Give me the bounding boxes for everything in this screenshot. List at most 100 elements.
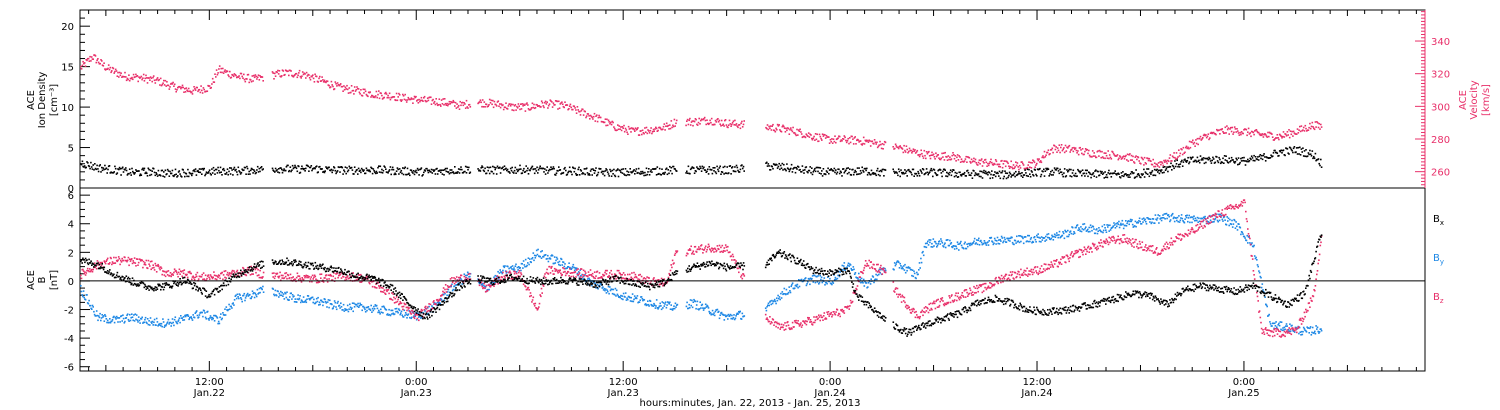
by-point xyxy=(286,291,288,293)
density-point xyxy=(95,168,98,171)
by-point xyxy=(113,315,115,318)
by-point xyxy=(1096,232,1099,235)
velocity-point xyxy=(295,72,298,75)
by-point xyxy=(81,294,83,296)
by-point xyxy=(104,314,106,316)
density-point xyxy=(1206,157,1209,160)
density-point xyxy=(481,165,483,167)
density-point xyxy=(593,172,596,174)
velocity-point xyxy=(642,132,645,134)
density-point xyxy=(388,170,390,172)
by-point xyxy=(394,308,397,310)
by-point xyxy=(893,268,895,271)
velocity-point xyxy=(970,162,972,164)
velocity-point xyxy=(513,105,516,107)
velocity-point xyxy=(1261,133,1264,135)
velocity-point xyxy=(1167,159,1169,162)
density-point xyxy=(124,169,126,171)
by-point xyxy=(1287,328,1290,331)
by-point xyxy=(1130,220,1133,223)
velocity-point xyxy=(243,73,245,76)
velocity-point xyxy=(201,89,203,92)
velocity-point xyxy=(1061,149,1064,152)
velocity-point xyxy=(296,76,299,79)
density-point xyxy=(321,168,323,170)
density-point xyxy=(665,167,668,170)
density-point xyxy=(1127,176,1130,178)
by-point xyxy=(357,302,359,305)
by-point xyxy=(1317,330,1319,333)
velocity-point xyxy=(849,137,851,139)
by-point xyxy=(539,255,541,258)
velocity-point xyxy=(443,104,445,106)
density-point xyxy=(1216,156,1218,158)
velocity-point xyxy=(158,78,160,81)
velocity-point xyxy=(399,99,402,101)
by-point xyxy=(237,296,239,298)
velocity-point xyxy=(402,93,404,96)
density-point xyxy=(1029,173,1031,175)
density-point xyxy=(1069,175,1071,177)
velocity-point xyxy=(859,140,862,142)
by-point xyxy=(1051,234,1053,237)
by-point xyxy=(549,258,552,260)
velocity-point xyxy=(548,103,551,105)
density-point xyxy=(1318,162,1320,165)
velocity-point xyxy=(1101,156,1104,158)
density-point xyxy=(245,173,247,175)
by-point xyxy=(579,269,581,271)
density-point xyxy=(480,167,482,169)
density-point xyxy=(1047,168,1050,170)
density-point xyxy=(810,171,812,174)
velocity-point xyxy=(1129,159,1132,161)
velocity-point xyxy=(845,139,847,142)
velocity-point xyxy=(863,143,866,145)
by-point xyxy=(146,322,148,325)
by-point xyxy=(213,320,216,322)
density-point xyxy=(955,174,957,177)
density-point xyxy=(345,172,347,175)
by-point xyxy=(957,243,959,245)
by-point xyxy=(774,300,777,303)
velocity-point xyxy=(814,133,817,135)
velocity-point xyxy=(723,125,725,127)
by-point xyxy=(95,315,97,317)
by-point xyxy=(397,311,399,314)
velocity-point xyxy=(380,92,382,95)
velocity-point xyxy=(517,103,520,105)
velocity-point xyxy=(608,121,610,123)
density-point xyxy=(835,169,837,171)
velocity-point xyxy=(1186,147,1189,150)
density-point xyxy=(1279,150,1282,153)
by-point xyxy=(1009,240,1011,242)
velocity-point xyxy=(1113,154,1116,156)
by-point xyxy=(1108,230,1110,232)
velocity-point xyxy=(1203,133,1206,136)
by-point xyxy=(117,321,119,323)
by-point xyxy=(278,296,280,298)
density-point xyxy=(80,163,83,166)
velocity-point xyxy=(944,151,946,154)
density-point xyxy=(807,171,809,174)
density-point xyxy=(794,171,797,174)
by-point xyxy=(789,290,791,292)
by-point xyxy=(288,299,290,301)
by-point xyxy=(614,287,617,290)
density-point xyxy=(1298,153,1300,155)
velocity-point xyxy=(649,129,652,132)
density-point xyxy=(1129,176,1131,178)
velocity-point xyxy=(527,104,529,106)
density-point xyxy=(1195,161,1198,163)
velocity-point xyxy=(83,62,86,64)
by-point xyxy=(131,316,134,318)
by-point xyxy=(446,291,449,293)
density-point xyxy=(726,166,728,168)
density-point xyxy=(1021,172,1023,174)
by-point xyxy=(561,264,563,266)
by-point xyxy=(601,287,603,289)
density-point xyxy=(991,177,994,179)
density-point xyxy=(926,171,929,174)
velocity-point xyxy=(448,100,451,103)
density-point xyxy=(1180,161,1182,163)
density-point xyxy=(586,172,589,174)
